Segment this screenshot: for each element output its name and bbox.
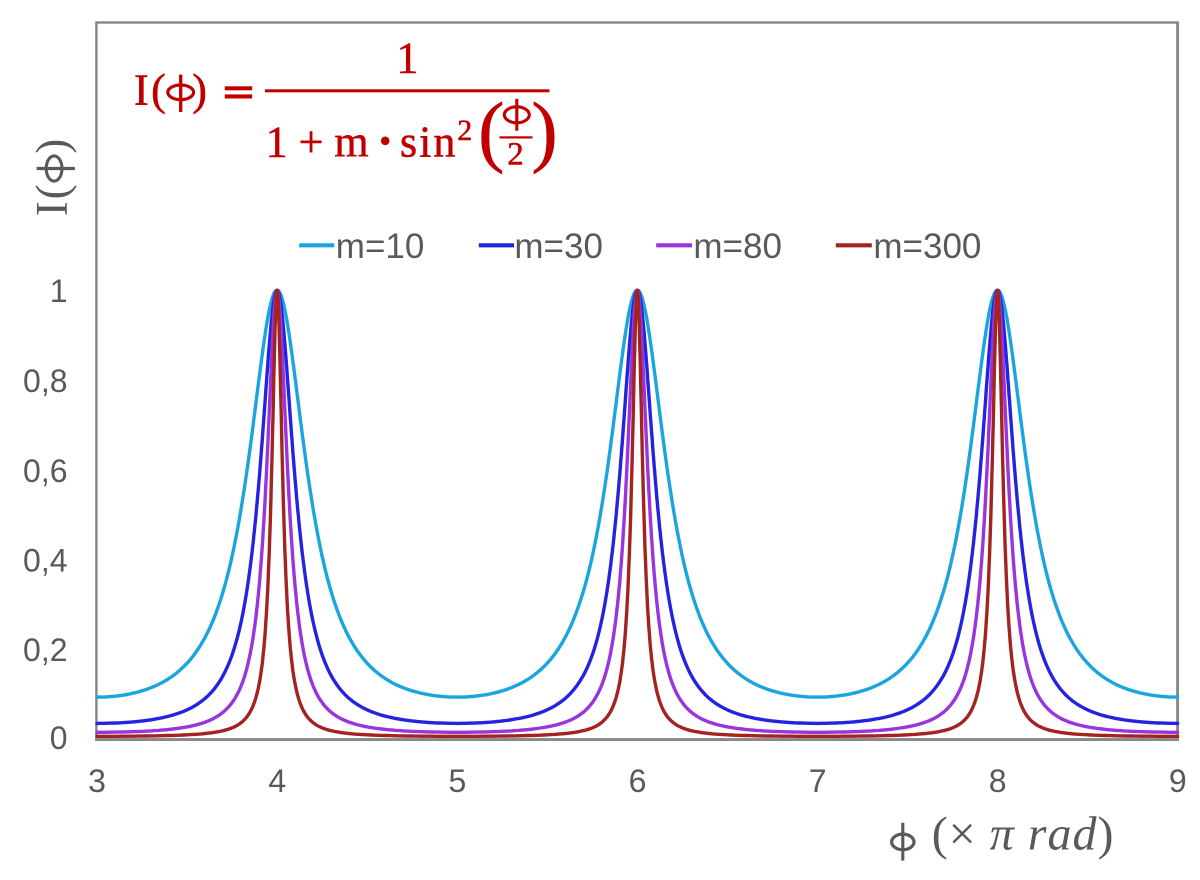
svg-text:5: 5 (449, 763, 467, 799)
svg-text:3: 3 (88, 763, 106, 799)
svg-text:0,6: 0,6 (23, 453, 67, 489)
svg-text:4: 4 (268, 763, 286, 799)
svg-text:0,4: 0,4 (23, 543, 67, 579)
svg-text:): ) (27, 139, 77, 154)
svg-text:1 + m: 1 + m (266, 118, 369, 167)
svg-text:2: 2 (457, 114, 472, 147)
svg-text:9: 9 (1169, 763, 1187, 799)
svg-text:): ) (192, 65, 207, 114)
svg-text:m=10: m=10 (336, 227, 425, 266)
svg-text:7: 7 (809, 763, 827, 799)
svg-text:0,8: 0,8 (23, 363, 67, 399)
svg-text:6: 6 (629, 763, 647, 799)
svg-text:(× π rad): (× π rad) (932, 808, 1115, 861)
svg-text:(: ( (478, 88, 504, 175)
svg-text:m=80: m=80 (693, 227, 782, 266)
svg-text:sin: sin (400, 118, 457, 167)
svg-text:2: 2 (507, 137, 524, 173)
svg-text:0,2: 0,2 (23, 632, 67, 668)
svg-text:8: 8 (989, 763, 1007, 799)
svg-text:m=300: m=300 (873, 227, 981, 266)
svg-text:1: 1 (397, 33, 419, 82)
svg-text:0: 0 (50, 720, 68, 756)
svg-text:1: 1 (50, 273, 68, 309)
svg-text:I(: I( (27, 182, 77, 216)
svg-text:m=30: m=30 (514, 227, 603, 266)
svg-text:): ) (531, 88, 557, 175)
svg-text:I(: I( (134, 65, 168, 114)
